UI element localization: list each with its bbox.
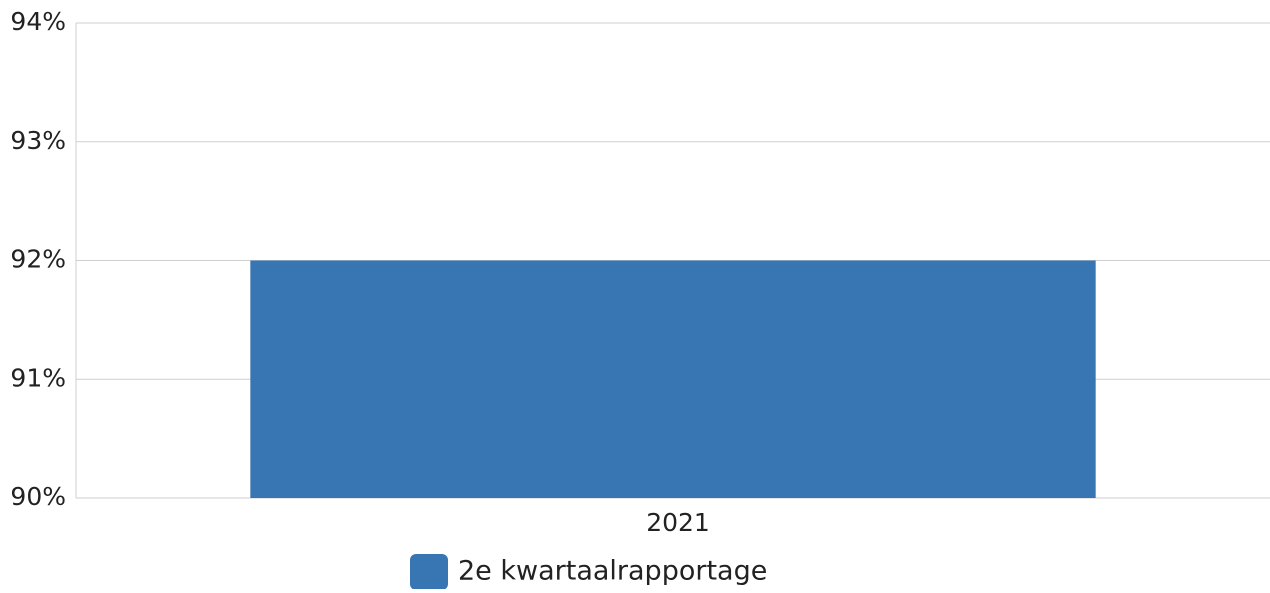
y-tick-label: 94% bbox=[10, 7, 66, 36]
legend-label: 2e kwartaalrapportage bbox=[458, 556, 767, 587]
bar bbox=[250, 260, 1096, 498]
y-tick-label: 91% bbox=[10, 363, 66, 392]
x-tick-label: 2021 bbox=[646, 508, 710, 537]
legend-swatch bbox=[410, 554, 448, 590]
y-tick-label: 92% bbox=[10, 245, 66, 274]
y-tick-label: 93% bbox=[10, 126, 66, 155]
y-tick-label: 90% bbox=[10, 482, 66, 511]
